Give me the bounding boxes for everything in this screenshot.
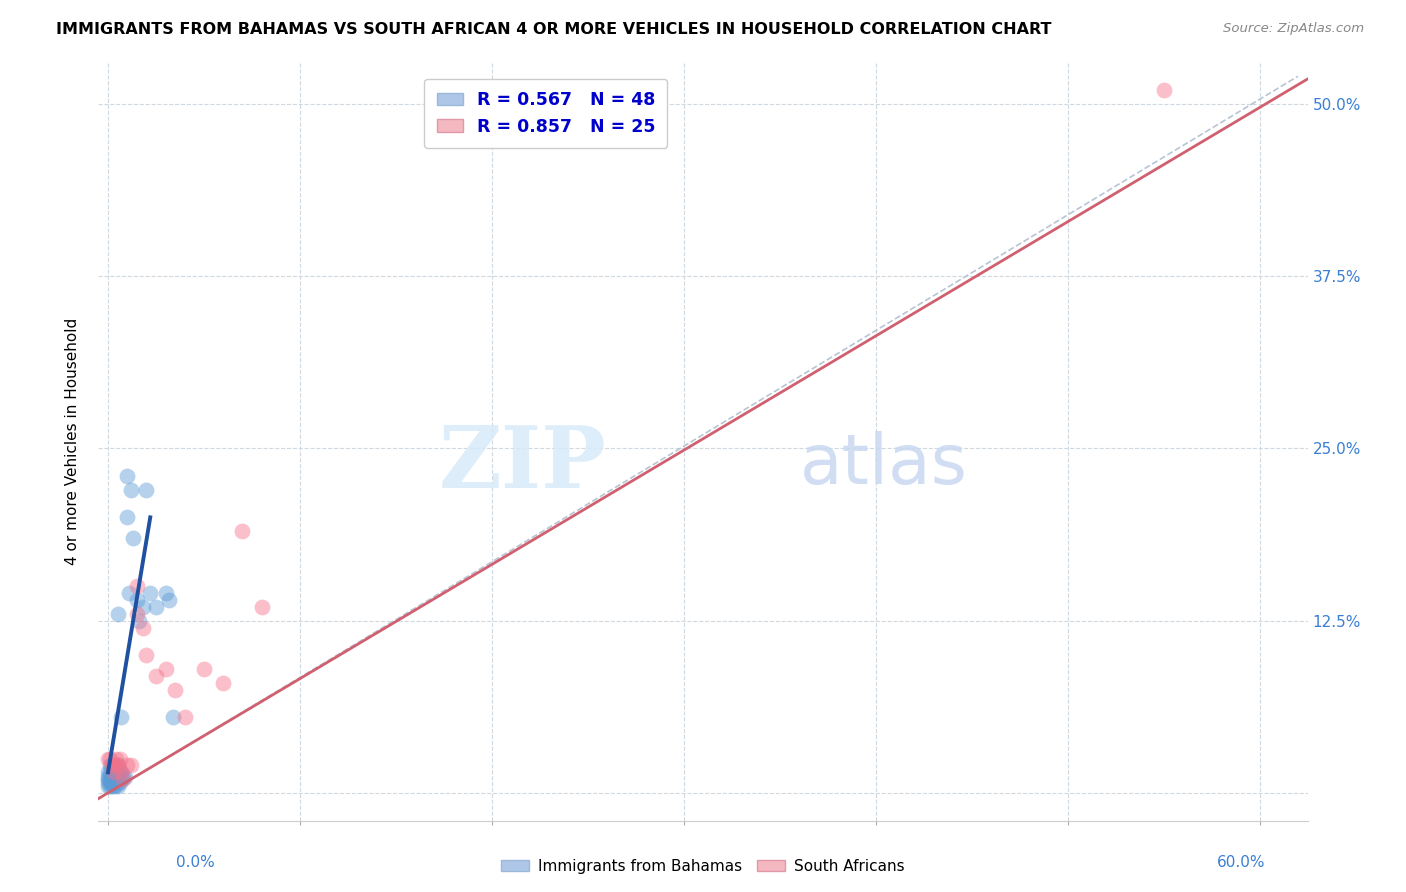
Point	[159, 593, 181, 607]
Text: atlas: atlas	[800, 431, 967, 498]
Point	[101, 779, 124, 793]
Point	[112, 770, 135, 784]
Point	[107, 772, 129, 787]
Point	[107, 779, 129, 793]
Legend: R = 0.567   N = 48, R = 0.857   N = 25: R = 0.567 N = 48, R = 0.857 N = 25	[425, 78, 668, 148]
Point	[97, 775, 120, 789]
Text: Source: ZipAtlas.com: Source: ZipAtlas.com	[1223, 22, 1364, 36]
Point	[104, 758, 127, 772]
Point	[165, 682, 187, 697]
Point	[139, 586, 162, 600]
Point	[98, 765, 121, 780]
Point	[110, 765, 132, 780]
Point	[108, 775, 131, 789]
Point	[97, 772, 120, 787]
Point	[135, 648, 157, 663]
Point	[231, 524, 253, 538]
Point	[97, 779, 120, 793]
Point	[162, 710, 184, 724]
Point	[98, 775, 121, 789]
Point	[97, 770, 120, 784]
Point	[98, 772, 121, 787]
Point	[98, 751, 121, 765]
Point	[98, 758, 121, 772]
Point	[112, 772, 135, 787]
Point	[107, 758, 129, 772]
Point	[115, 510, 138, 524]
Point	[104, 765, 127, 780]
Point	[114, 770, 136, 784]
Text: 0.0%: 0.0%	[176, 855, 215, 870]
Point	[128, 614, 150, 628]
Point	[120, 758, 142, 772]
Y-axis label: 4 or more Vehicles in Household: 4 or more Vehicles in Household	[65, 318, 80, 566]
Point	[155, 586, 177, 600]
Point	[145, 669, 167, 683]
Point	[122, 531, 145, 545]
Point	[97, 751, 120, 765]
Point	[125, 607, 148, 621]
Point	[103, 770, 125, 784]
Point	[131, 621, 153, 635]
Point	[98, 779, 121, 793]
Point	[155, 662, 177, 676]
Point	[1153, 83, 1175, 97]
Text: IMMIGRANTS FROM BAHAMAS VS SOUTH AFRICAN 4 OR MORE VEHICLES IN HOUSEHOLD CORRELA: IMMIGRANTS FROM BAHAMAS VS SOUTH AFRICAN…	[56, 22, 1052, 37]
Point	[115, 758, 138, 772]
Point	[107, 758, 129, 772]
Legend: Immigrants from Bahamas, South Africans: Immigrants from Bahamas, South Africans	[495, 853, 911, 880]
Point	[145, 599, 167, 614]
Point	[115, 469, 138, 483]
Point	[103, 761, 125, 775]
Point	[108, 751, 131, 765]
Point	[110, 772, 132, 787]
Point	[104, 778, 127, 792]
Point	[120, 483, 142, 497]
Point	[97, 765, 120, 780]
Point	[110, 765, 132, 780]
Point	[107, 607, 129, 621]
Point	[103, 775, 125, 789]
Text: ZIP: ZIP	[439, 422, 606, 507]
Point	[101, 775, 124, 789]
Point	[131, 599, 153, 614]
Point	[110, 710, 132, 724]
Point	[212, 675, 235, 690]
Point	[173, 710, 195, 724]
Point	[250, 599, 273, 614]
Point	[101, 758, 124, 772]
Point	[125, 579, 148, 593]
Point	[135, 483, 157, 497]
Point	[104, 772, 127, 787]
Point	[104, 751, 127, 765]
Point	[104, 758, 127, 772]
Point	[193, 662, 215, 676]
Point	[101, 758, 124, 772]
Point	[103, 779, 125, 793]
Point	[125, 593, 148, 607]
Text: 60.0%: 60.0%	[1218, 855, 1265, 870]
Point	[118, 586, 141, 600]
Point	[101, 772, 124, 787]
Point	[108, 765, 131, 780]
Point	[101, 765, 124, 780]
Point	[103, 765, 125, 780]
